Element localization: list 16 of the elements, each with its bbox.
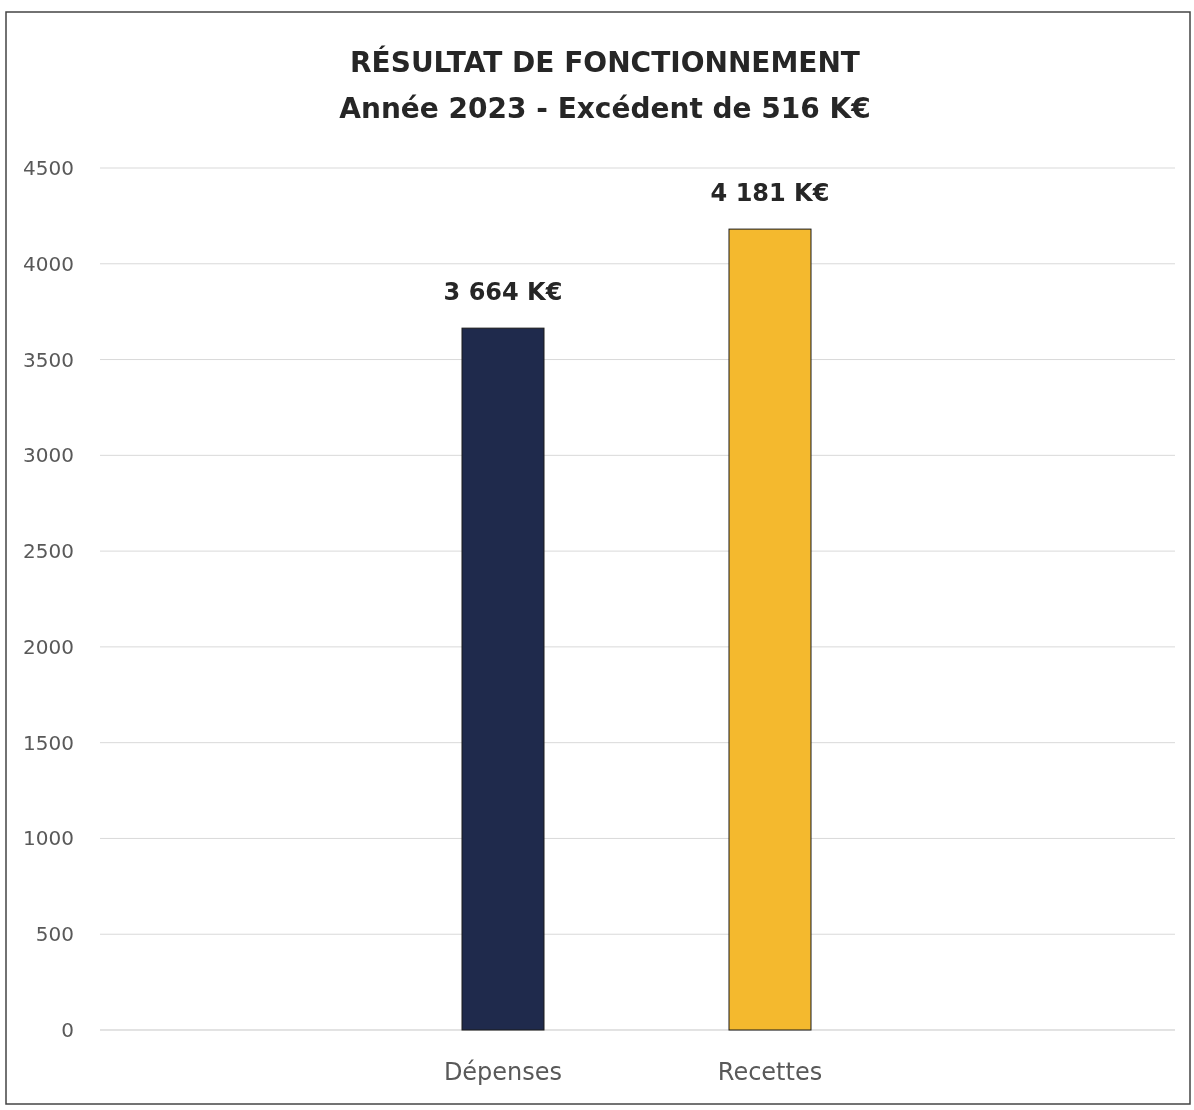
x-tick-label: Dépenses: [443, 1058, 563, 1086]
y-tick-label: 2500: [23, 539, 74, 564]
data-label: 4 181 K€: [710, 179, 830, 208]
chart-subtitle: Année 2023 - Excédent de 516 K€: [339, 92, 871, 125]
y-tick-label: 1000: [23, 826, 74, 851]
y-tick-label: 1500: [23, 730, 74, 755]
y-tick-label: 4000: [23, 251, 74, 276]
y-tick-label: 4500: [23, 156, 74, 180]
y-tick-label: 0: [61, 1018, 74, 1042]
y-tick-label: 500: [35, 922, 74, 947]
data-label: 3 664 K€: [443, 278, 563, 307]
y-tick-label: 2000: [23, 634, 74, 659]
x-tick-label: Recettes: [717, 1058, 823, 1086]
chart-title: RÉSULTAT DE FONCTIONNEMENT: [350, 45, 860, 79]
y-tick-label: 3500: [23, 347, 74, 372]
y-tick-label: 3000: [23, 443, 74, 468]
